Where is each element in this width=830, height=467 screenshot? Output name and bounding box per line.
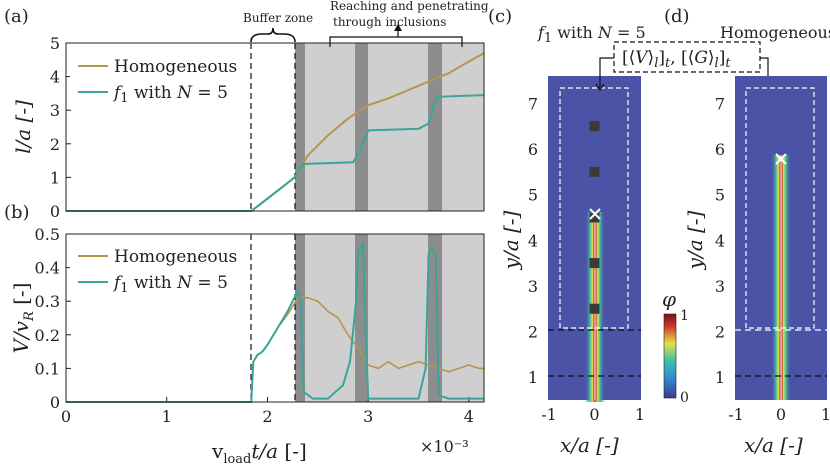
ytick-label: 7 [715, 94, 725, 113]
panel-b-ylabel: V/vR [-] [9, 282, 37, 353]
panel-c-xlabel: x/a [-] [560, 433, 619, 457]
panel-c-ylabel: y/a [-] [499, 210, 523, 270]
panel-d-label: (d) [664, 6, 690, 27]
panel-b-label: (b) [4, 202, 30, 223]
reaching-bracket [329, 36, 463, 47]
panel-a-band-1 [295, 43, 305, 211]
xtick-label: 1 [821, 405, 830, 424]
panel-c-field [548, 76, 641, 402]
ytick-label: 1 [715, 368, 725, 387]
xtick-label: 3 [363, 407, 373, 426]
panel-d-crack-tip-marker [775, 153, 787, 165]
colorbar-label: φ [662, 287, 676, 311]
panel-a-band-3 [428, 43, 442, 211]
ytick-label: 0.5 [35, 225, 60, 244]
panel-d-xlabel: x/a [-] [744, 433, 803, 457]
panel-d-ylabel: y/a [-] [683, 210, 707, 270]
ytick-label: 2 [715, 323, 725, 342]
reaching-arrow-head [394, 24, 402, 31]
ytick-label: 6 [528, 140, 538, 159]
ytick-label: 0.2 [35, 326, 60, 345]
reaching-label-1: Reaching and penetrating [330, 0, 489, 13]
ytick-label: 0.1 [35, 359, 60, 378]
inclusion-marker [589, 121, 600, 132]
colorbar-min: 0 [680, 390, 689, 406]
panel-a-legend [70, 50, 248, 104]
panel-a-band-2 [355, 43, 368, 211]
panel-d-avg-box [745, 87, 815, 329]
panel-b-inclusion-region [295, 234, 484, 402]
xtick-label: 4 [464, 407, 474, 426]
legend-b-homogeneous: Homogeneous [114, 247, 237, 267]
panel-d-title: Homogeneous [720, 23, 830, 42]
panel-b-legend [70, 240, 248, 294]
reaching-label-2: through inclusions [333, 15, 446, 29]
panel-b-xscale: ×10⁻³ [420, 437, 469, 456]
panel-c-ticks: 1 2 3 4 5 6 7 -1 0 1 [528, 94, 645, 424]
panel-a-series-f1 [66, 94, 485, 212]
buffer-zone-brace [250, 27, 296, 43]
average-box-arrow-left [599, 57, 614, 88]
panel-c-title: f1 with N = 5 [537, 23, 646, 46]
panel-a-plot: 0 1 2 3 4 5 Homogeneous f1 with N = 5 [50, 34, 485, 221]
panel-c-label: (c) [488, 6, 512, 27]
colorbar [663, 313, 677, 399]
colorbar-max: 1 [680, 308, 689, 324]
inclusion-marker [589, 212, 600, 223]
inclusion-marker [589, 166, 600, 177]
ytick-label: 4 [715, 231, 725, 250]
ytick-label: 0.3 [35, 292, 60, 311]
panel-d-ticks: 1 2 3 4 5 6 7 -1 0 1 [715, 94, 830, 424]
ytick-label: 3 [715, 277, 725, 296]
xtick-label: 0 [776, 405, 786, 424]
ytick-label: 5 [50, 34, 60, 53]
average-arrowhead-left [595, 83, 605, 92]
inclusion-marker [589, 258, 600, 269]
panel-d-field [735, 76, 827, 400]
xtick-label: -1 [541, 405, 557, 424]
ytick-label: 3 [50, 101, 60, 120]
xtick-label: 0 [589, 405, 599, 424]
panel-c-avg-box [559, 87, 629, 329]
ytick-label: 2 [528, 323, 538, 342]
average-box-text: [⟨V⟩l]t, [⟨G⟩l]t [622, 48, 731, 71]
panel-b-ticks: 0 0.1 0.2 0.3 0.4 0.5 0 1 2 3 4 [35, 225, 474, 426]
inclusion-marker [589, 303, 600, 314]
xtick-label: -1 [728, 405, 744, 424]
ytick-label: 5 [528, 186, 538, 205]
legend-a-f1: f1 with N = 5 [112, 83, 228, 106]
panel-b-band-1 [295, 234, 305, 402]
xtick-label: 1 [162, 407, 172, 426]
ytick-label: 5 [715, 186, 725, 205]
ytick-label: 2 [50, 135, 60, 154]
legend-b-f1: f1 with N = 5 [112, 273, 228, 296]
ytick-label: 1 [50, 168, 60, 187]
ytick-label: 7 [528, 94, 538, 113]
ytick-label: 3 [528, 277, 538, 296]
xtick-label: 2 [262, 407, 272, 426]
buffer-zone-label: Buffer zone [243, 11, 313, 25]
panel-b-series-f1 [66, 241, 484, 403]
average-box [613, 41, 761, 73]
panel-a-label: (a) [4, 6, 29, 27]
ytick-label: 0.4 [35, 259, 60, 278]
panel-a-ylabel: l/a [-] [11, 100, 35, 154]
ytick-label: 0 [50, 202, 60, 221]
panel-b-xlabel: vloadt/a [-] [211, 439, 307, 467]
xtick-label: 1 [635, 405, 645, 424]
ytick-label: 0 [50, 393, 60, 412]
panel-a-frame [65, 42, 485, 212]
panel-b-plot: 0 0.1 0.2 0.3 0.4 0.5 0 1 2 3 4 Homogeneous f1 wit… [35, 225, 485, 426]
ytick-label: 1 [528, 368, 538, 387]
panel-b-frame [65, 233, 485, 403]
xtick-label: 0 [61, 407, 71, 426]
ytick-label: 4 [50, 68, 60, 87]
panel-c-inclusions [589, 121, 600, 314]
ytick-label: 6 [715, 140, 725, 159]
ytick-label: 4 [528, 231, 538, 250]
legend-a-homogeneous: Homogeneous [114, 57, 237, 77]
panel-c-crack-tip-marker [589, 208, 601, 220]
